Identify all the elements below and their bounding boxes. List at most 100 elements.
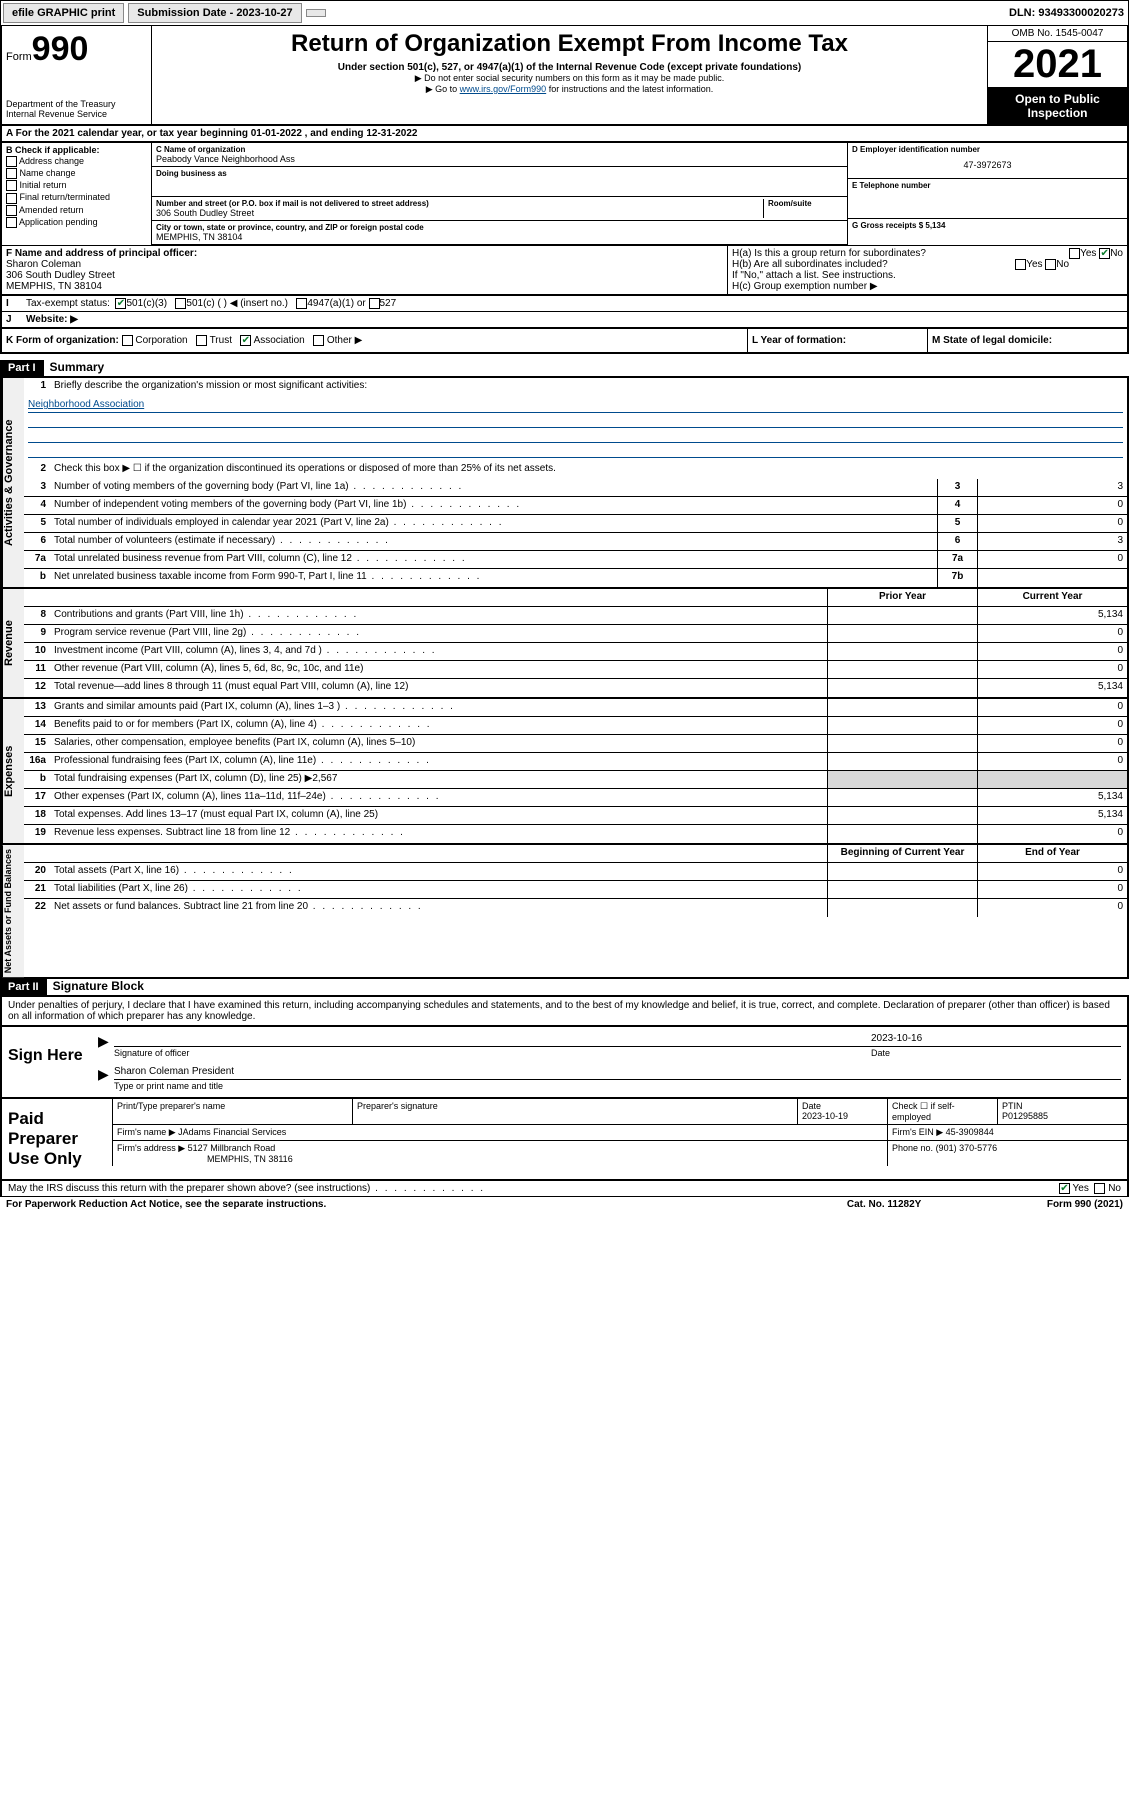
cb-final-return[interactable] xyxy=(6,193,17,204)
cb-ha-yes[interactable] xyxy=(1069,248,1080,259)
val-14: 0 xyxy=(977,717,1127,734)
room-label: Room/suite xyxy=(768,199,843,208)
cb-name-change[interactable] xyxy=(6,168,17,179)
h-b-note: If "No," attach a list. See instructions… xyxy=(732,270,1123,281)
note-goto-pre: ▶ Go to xyxy=(426,84,460,94)
arrow-icon: ▶ xyxy=(98,1066,114,1091)
tab-net-assets: Net Assets or Fund Balances xyxy=(2,845,24,977)
val-15: 0 xyxy=(977,735,1127,752)
form-ref: Form 990 (2021) xyxy=(1047,1199,1123,1210)
val-7a: 0 xyxy=(977,551,1127,568)
note-goto-post: for instructions and the latest informat… xyxy=(546,84,713,94)
sign-here-label: Sign Here xyxy=(2,1027,92,1097)
org-name: Peabody Vance Neighborhood Ass xyxy=(156,154,843,164)
dba-label: Doing business as xyxy=(156,169,843,178)
val-10: 0 xyxy=(977,643,1127,660)
hdr-prior-year: Prior Year xyxy=(827,589,977,606)
officer-addr: 306 South Dudley Street xyxy=(6,270,723,281)
cb-corp[interactable] xyxy=(122,335,133,346)
cb-501c[interactable] xyxy=(175,298,186,309)
officer-print-name: Sharon Coleman President xyxy=(114,1066,1121,1077)
pra-notice: For Paperwork Reduction Act Notice, see … xyxy=(6,1199,847,1210)
cat-no: Cat. No. 11282Y xyxy=(847,1199,1047,1210)
c-name-label: C Name of organization xyxy=(156,145,843,154)
f-label: F Name and address of principal officer: xyxy=(6,248,723,259)
addr-label: Number and street (or P.O. box if mail i… xyxy=(156,199,763,208)
cb-527[interactable] xyxy=(369,298,380,309)
firm-phone: (901) 370-5776 xyxy=(936,1143,998,1153)
ein-value: 47-3972673 xyxy=(852,154,1123,176)
form-label: Form xyxy=(6,51,32,63)
cb-app-pending[interactable] xyxy=(6,217,17,228)
val-7b xyxy=(977,569,1127,587)
tab-governance: Activities & Governance xyxy=(2,378,24,587)
paid-preparer-label: Paid Preparer Use Only xyxy=(2,1099,112,1179)
efile-print-button[interactable]: efile GRAPHIC print xyxy=(3,3,124,23)
irs-link[interactable]: www.irs.gov/Form990 xyxy=(460,84,547,94)
note-ssn: ▶ Do not enter social security numbers o… xyxy=(160,73,979,84)
form-header: Form990 Department of the Treasury Inter… xyxy=(0,26,1129,126)
blank-button[interactable] xyxy=(306,9,326,17)
val-20: 0 xyxy=(977,863,1127,880)
cb-hb-no[interactable] xyxy=(1045,259,1056,270)
submission-date-button[interactable]: Submission Date - 2023-10-27 xyxy=(128,3,301,23)
sig-date: 2023-10-16 xyxy=(871,1033,1121,1044)
sig-date-label: Date xyxy=(871,1046,1121,1058)
cb-hb-yes[interactable] xyxy=(1015,259,1026,270)
cb-address-change[interactable] xyxy=(6,156,17,167)
b-label: B Check if applicable: xyxy=(6,145,147,155)
firm-addr2: MEMPHIS, TN 38116 xyxy=(207,1154,293,1164)
print-name-label: Type or print name and title xyxy=(114,1079,1121,1091)
street-address: 306 South Dudley Street xyxy=(156,208,763,218)
val-9: 0 xyxy=(977,625,1127,642)
j-label: Website: ▶ xyxy=(26,314,78,325)
val-17: 5,134 xyxy=(977,789,1127,806)
val-22: 0 xyxy=(977,899,1127,917)
val-5: 0 xyxy=(977,515,1127,532)
val-3: 3 xyxy=(977,479,1127,496)
val-18: 5,134 xyxy=(977,807,1127,824)
cb-assoc[interactable] xyxy=(240,335,251,346)
cb-discuss-no[interactable] xyxy=(1094,1183,1105,1194)
penalties-text: Under penalties of perjury, I declare th… xyxy=(0,997,1129,1027)
hdr-boy: Beginning of Current Year xyxy=(827,845,977,862)
sig-officer-label: Signature of officer xyxy=(114,1046,871,1058)
tab-expenses: Expenses xyxy=(2,699,24,843)
prep-selfemp: Check ☐ if self-employed xyxy=(887,1099,997,1124)
val-21: 0 xyxy=(977,881,1127,898)
section-b: B Check if applicable: Address change Na… xyxy=(2,143,152,245)
part2-hdr: Part II xyxy=(0,979,47,995)
k-label: K Form of organization: xyxy=(6,335,119,346)
tax-year: 2021 xyxy=(988,42,1127,88)
part2-title: Signature Block xyxy=(47,979,144,993)
val-6: 3 xyxy=(977,533,1127,550)
omb-number: OMB No. 1545-0047 xyxy=(988,26,1127,42)
discuss-text: May the IRS discuss this return with the… xyxy=(8,1183,1059,1194)
arrow-icon: ▶ xyxy=(98,1033,114,1058)
prep-sig-hdr: Preparer's signature xyxy=(352,1099,797,1124)
form-title: Return of Organization Exempt From Incom… xyxy=(160,30,979,58)
h-b: H(b) Are all subordinates included? xyxy=(732,259,888,270)
cb-ha-no[interactable] xyxy=(1099,248,1110,259)
l-label: L Year of formation: xyxy=(752,335,846,346)
cb-501c3[interactable] xyxy=(115,298,126,309)
cb-other[interactable] xyxy=(313,335,324,346)
line1-label: Briefly describe the organization's miss… xyxy=(50,378,1127,396)
mission-text[interactable]: Neighborhood Association xyxy=(28,399,144,410)
cb-trust[interactable] xyxy=(196,335,207,346)
val-11: 0 xyxy=(977,661,1127,678)
val-19: 0 xyxy=(977,825,1127,843)
form-subtitle: Under section 501(c), 527, or 4947(a)(1)… xyxy=(160,62,979,73)
cb-4947[interactable] xyxy=(296,298,307,309)
hdr-eoy: End of Year xyxy=(977,845,1127,862)
officer-name: Sharon Coleman xyxy=(6,259,723,270)
prep-name-hdr: Print/Type preparer's name xyxy=(112,1099,352,1124)
cb-initial-return[interactable] xyxy=(6,180,17,191)
cb-amended[interactable] xyxy=(6,205,17,216)
part1-hdr: Part I xyxy=(0,360,44,376)
cb-discuss-yes[interactable] xyxy=(1059,1183,1070,1194)
firm-name: JAdams Financial Services xyxy=(178,1127,286,1137)
prep-date: 2023-10-19 xyxy=(802,1111,848,1121)
val-12: 5,134 xyxy=(977,679,1127,697)
phone-label: E Telephone number xyxy=(852,181,1123,190)
